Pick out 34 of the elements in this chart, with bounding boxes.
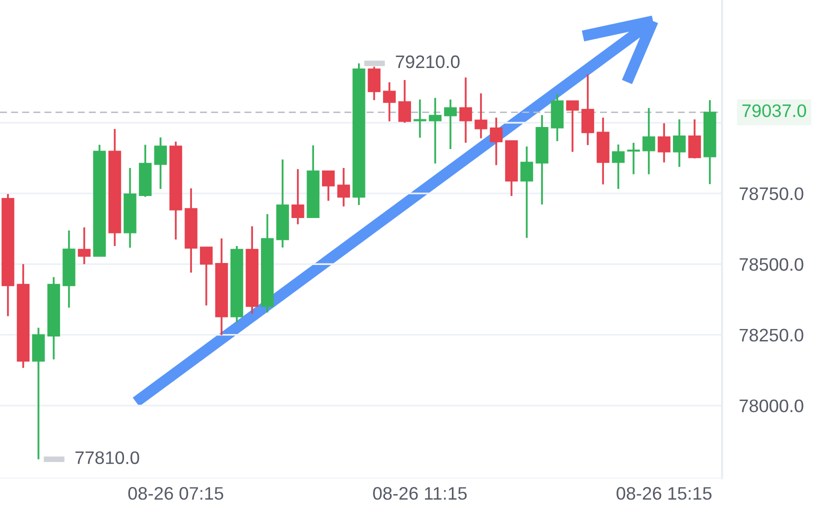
candlestick (337, 167, 350, 208)
x-tick-label: 08-26 15:15 (616, 487, 712, 500)
candlestick (474, 92, 488, 140)
candlestick (200, 246, 213, 306)
y-tick-label: 78750.0 (740, 187, 804, 200)
candlestick (444, 98, 457, 150)
x-tick-label: 08-26 07:15 (128, 487, 224, 500)
y-tick-label: 78500.0 (740, 258, 804, 271)
candlestick (627, 142, 640, 176)
candlestick (581, 73, 594, 146)
candlestick (398, 79, 412, 124)
annotation: 77810.0 (75, 451, 140, 464)
candlestick (658, 122, 670, 164)
candlestick (154, 136, 167, 190)
candlestick (566, 100, 579, 153)
candlestick (322, 170, 335, 202)
candlestick (490, 116, 503, 166)
x-tick-label: 08-26 11:15 (373, 487, 467, 500)
candlestick (368, 66, 381, 102)
candlestick (642, 107, 656, 176)
candlestick (78, 226, 91, 266)
candlestick (612, 144, 625, 190)
candlestick (459, 76, 472, 144)
candlestick (428, 96, 442, 164)
candlestick (414, 98, 426, 139)
candlestick (520, 146, 534, 239)
candlestick (383, 81, 396, 122)
candlestick (672, 118, 686, 168)
candlestick (688, 118, 701, 160)
ref-line-label: 79037.0 (742, 104, 806, 118)
annotation: 79210.0 (396, 55, 460, 68)
candlestick (292, 168, 304, 226)
y-tick-label: 78000.0 (740, 399, 804, 412)
y-tick-label: 78250.0 (740, 328, 804, 342)
